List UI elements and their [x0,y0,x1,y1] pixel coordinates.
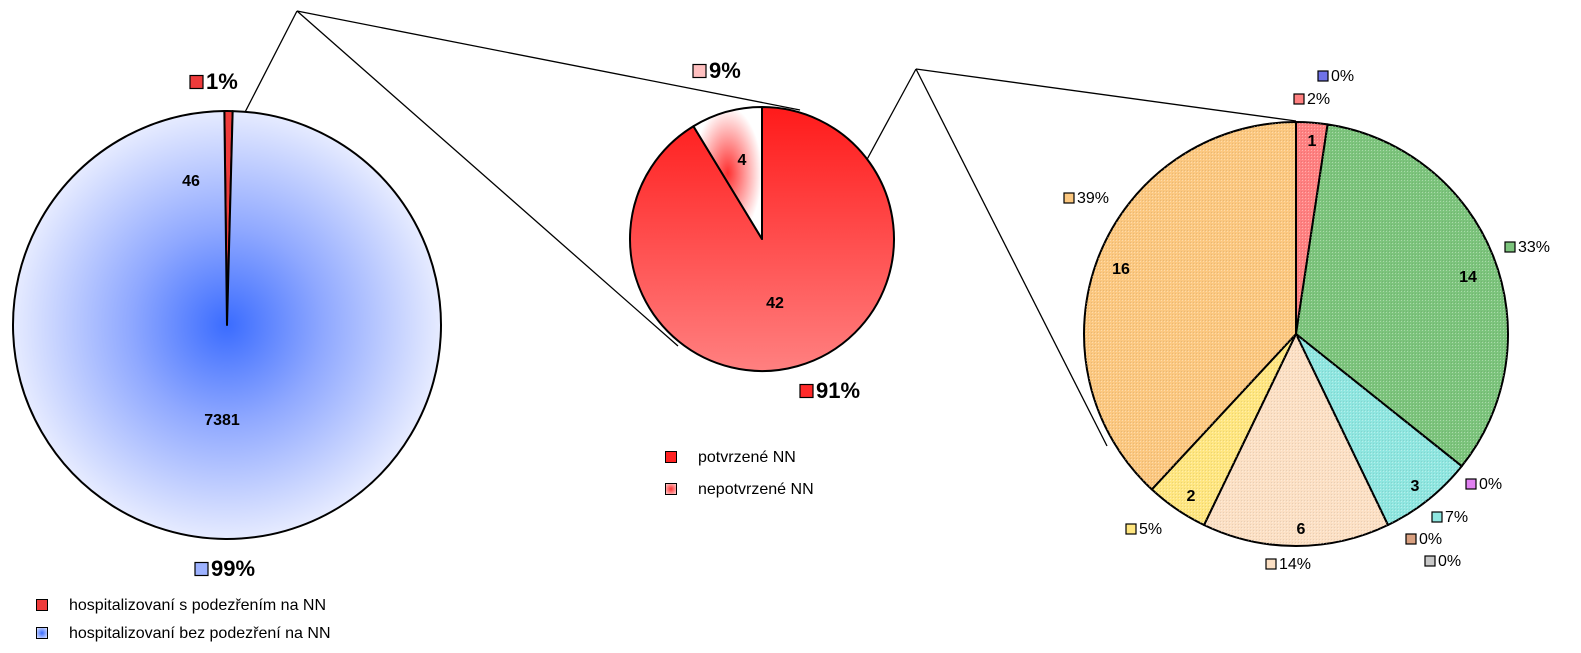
pie-suspected-slice [692,106,763,240]
data-label: 46 [182,173,200,190]
pct-label-swatch [1424,555,1436,567]
legend-suspected-nn: potvrzené NN nepotvrzené NN [665,448,885,504]
legend-swatch [36,627,48,639]
data-label: 16 [1112,261,1130,278]
pie-breakdown-slice-texture [1296,334,1462,526]
data-label: 4 [738,152,747,169]
pie-breakdown-slice-texture [1204,334,1388,546]
pct-label-swatch [799,383,814,399]
pct-label: 14% [1279,556,1311,573]
legend-item-label: potvrzené NN [698,449,796,466]
connector-line [915,68,1108,447]
pct-label: 39% [1077,190,1109,207]
pct-label-swatch [1405,533,1417,545]
pct-label: 7% [1445,509,1468,526]
pct-label-swatch [189,74,204,90]
connector-line [296,10,801,111]
pie-breakdown-slice-texture [1151,334,1296,526]
pct-label: 1% [206,69,238,94]
connector-line [296,10,679,347]
pct-label-swatch [1431,511,1443,523]
data-label: 42 [766,295,784,312]
data-label: 3 [1411,478,1420,495]
pct-label: 2% [1307,91,1330,108]
pct-label-swatch [1063,192,1075,204]
pct-label: 99% [211,556,255,581]
legend-swatch [665,483,677,495]
data-label: 6 [1297,521,1306,538]
pct-label-swatch [1504,241,1516,253]
pct-label: 0% [1479,476,1502,493]
pie-chart-suspected-nn [629,106,895,372]
pct-label-swatch [194,561,209,577]
pct-label: 9% [709,58,741,83]
legend-swatch [36,599,48,611]
data-label: 1 [1308,133,1317,150]
pie-breakdown-slice-texture [1084,122,1296,490]
pct-label: 0% [1331,68,1354,85]
pie-breakdown-slice-texture [1296,124,1508,467]
pct-label: 0% [1419,531,1442,548]
data-label: 2 [1187,488,1196,505]
data-label: 7381 [204,412,240,429]
chart-labels: 4673811%99%42491%9%114362160%2%33%0%7%0%… [182,58,1550,581]
legend-swatch [665,451,677,463]
legend-item-label: nepotvrzené NN [698,481,814,498]
pct-label: 91% [816,378,860,403]
legend-item-label: hospitalizovaní s podezřením na NN [69,597,327,614]
pct-label-swatch [692,63,707,79]
pie-chart-confirmed-breakdown [1083,121,1509,547]
pct-label: 5% [1139,521,1162,538]
legend-hospitalized: hospitalizovaní s podezřením na NN hospi… [36,596,436,652]
pct-label: 0% [1438,553,1461,570]
pct-label-swatch [1265,558,1277,570]
pct-label-swatch [1317,70,1329,82]
pct-label-swatch [1465,478,1477,490]
pct-label-swatch [1293,93,1305,105]
data-label: 14 [1459,269,1477,286]
connector-line [915,68,1297,122]
legend-item-label: hospitalizovaní bez podezření na NN [69,625,331,642]
pct-label-swatch [1125,523,1137,535]
pct-label: 33% [1518,239,1550,256]
pie-hospitalized-slice [12,110,442,540]
pie-chart-hospitalized [12,110,442,540]
